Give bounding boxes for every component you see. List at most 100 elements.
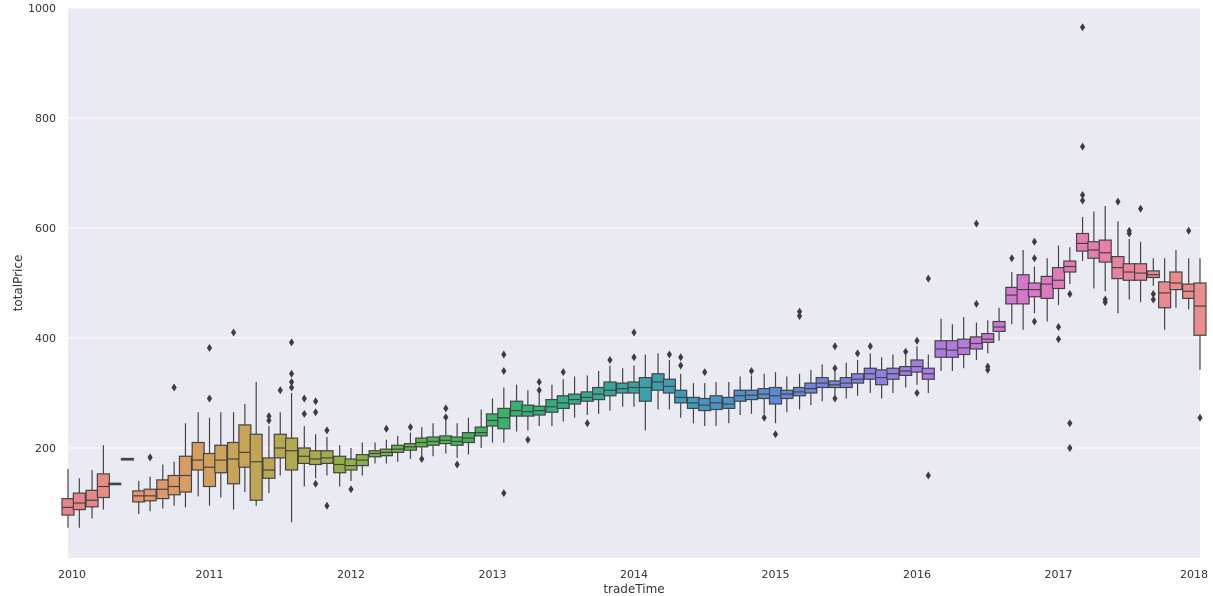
outlier-point — [313, 479, 319, 488]
box-iqr — [167, 474, 181, 496]
box — [567, 376, 582, 418]
box — [815, 364, 829, 402]
outlier-point — [678, 353, 684, 362]
box — [1087, 211, 1101, 289]
box — [1063, 247, 1077, 452]
box-iqr — [638, 377, 652, 402]
outlier-point — [631, 328, 637, 337]
outlier-point — [277, 386, 283, 395]
box-iqr — [178, 455, 193, 493]
outlier-point — [631, 353, 637, 362]
boxes-layer — [61, 23, 1207, 528]
box-iqr — [1193, 282, 1207, 336]
outlier-point — [288, 383, 295, 392]
outlier-point — [206, 343, 213, 352]
box-iqr — [497, 407, 511, 430]
box — [1005, 254, 1019, 325]
box — [850, 349, 865, 396]
outlier-point — [288, 369, 295, 378]
box — [886, 354, 900, 393]
box-iqr — [1098, 239, 1112, 263]
y-tick-label: 400 — [35, 332, 56, 345]
box — [638, 354, 652, 431]
outlier-point — [288, 378, 295, 386]
box — [662, 350, 676, 410]
box — [61, 468, 75, 528]
box — [1133, 204, 1148, 303]
outlier-point — [1126, 229, 1132, 238]
x-tick-label: 2018 — [1180, 568, 1208, 581]
box — [722, 382, 736, 424]
outlier-point — [206, 394, 213, 403]
y-tick-label: 800 — [35, 112, 56, 125]
box — [957, 317, 971, 369]
x-tick-label: 2017 — [1045, 568, 1073, 581]
box — [355, 442, 369, 476]
outlier-point — [607, 356, 613, 364]
box — [344, 448, 358, 494]
outlier-point — [1067, 290, 1073, 298]
box-iqr — [191, 441, 205, 471]
x-tick-label: 2012 — [337, 568, 365, 581]
outlier-point — [419, 455, 425, 463]
box — [580, 375, 594, 428]
outlier-point — [501, 350, 507, 359]
box-iqr — [1051, 267, 1066, 290]
box — [1027, 237, 1042, 326]
box — [875, 357, 889, 399]
box — [497, 350, 511, 498]
box — [733, 376, 747, 415]
outlier-point — [407, 423, 414, 432]
outlier-point — [536, 386, 542, 395]
box-iqr — [214, 444, 228, 474]
outlier-point — [1067, 419, 1073, 428]
outlier-point — [867, 342, 873, 351]
outlier-point — [1197, 413, 1203, 422]
box — [1169, 250, 1183, 308]
y-tick-label: 600 — [35, 222, 56, 235]
box-iqr — [545, 399, 559, 413]
outlier-point — [301, 394, 307, 403]
box — [320, 426, 334, 510]
box-iqr — [85, 489, 99, 508]
box — [403, 423, 418, 459]
outlier-point — [761, 413, 767, 422]
outlier-point — [288, 338, 295, 347]
outlier-point — [324, 426, 330, 435]
x-tick-label: 2011 — [196, 568, 224, 581]
box-iqr — [96, 473, 110, 499]
box-iqr — [273, 433, 287, 459]
box — [674, 353, 688, 418]
box-iqr — [722, 396, 736, 409]
box — [309, 397, 323, 488]
box — [120, 457, 135, 461]
box — [556, 368, 570, 422]
box-iqr — [249, 433, 263, 501]
box — [1193, 258, 1207, 422]
box-iqr — [238, 424, 252, 468]
outlier-point — [560, 368, 566, 377]
box-iqr — [1040, 275, 1054, 299]
box — [238, 404, 252, 492]
box — [1146, 258, 1160, 304]
outlier-point — [832, 394, 838, 403]
outlier-point — [348, 485, 354, 494]
box — [439, 404, 453, 454]
box — [178, 423, 193, 508]
box — [379, 424, 393, 464]
x-tick-label: 2013 — [479, 568, 507, 581]
outlier-point — [1079, 191, 1086, 199]
box — [85, 470, 99, 519]
outlier-point — [584, 419, 590, 428]
outlier-point — [1009, 254, 1015, 263]
outlier-point — [832, 342, 838, 351]
outlier-point — [443, 413, 449, 422]
outlier-point — [313, 397, 319, 406]
outlier-point — [1055, 323, 1062, 331]
box — [1051, 245, 1066, 344]
box — [214, 412, 228, 498]
box — [72, 478, 86, 528]
box-iqr — [1075, 232, 1090, 252]
box — [474, 409, 488, 448]
outlier-point — [903, 347, 909, 356]
